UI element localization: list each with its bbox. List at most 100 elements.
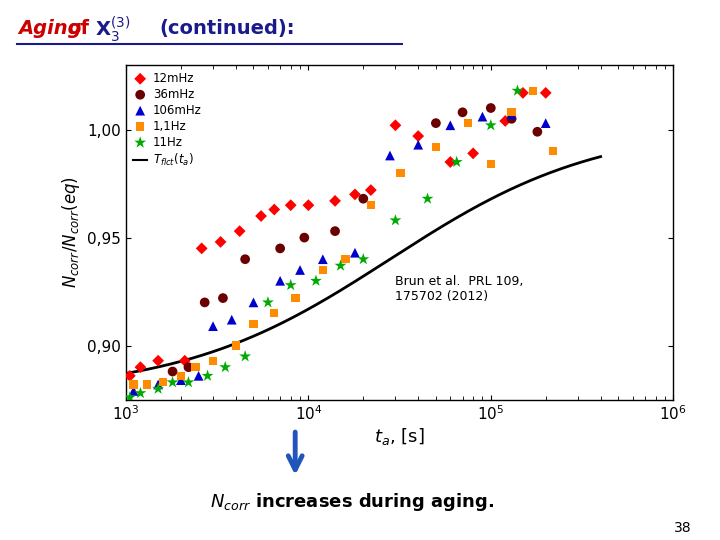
12mHz bbox=[365, 186, 377, 194]
1,1Hz bbox=[317, 266, 328, 274]
11Hz bbox=[390, 216, 401, 225]
12mHz bbox=[196, 244, 207, 253]
11Hz bbox=[112, 397, 123, 406]
106mHz bbox=[153, 380, 164, 389]
106mHz bbox=[274, 276, 286, 285]
11Hz bbox=[422, 194, 433, 203]
12mHz bbox=[153, 356, 164, 365]
1,1Hz bbox=[175, 372, 186, 380]
12mHz bbox=[329, 197, 341, 205]
1,1Hz bbox=[395, 168, 406, 177]
106mHz bbox=[506, 110, 518, 119]
12mHz bbox=[302, 201, 314, 210]
12mHz bbox=[256, 212, 267, 220]
1,1Hz bbox=[485, 160, 497, 168]
11Hz bbox=[135, 389, 146, 397]
11Hz bbox=[239, 352, 251, 361]
Text: Brun et al.  PRL 109,
175702 (2012): Brun et al. PRL 109, 175702 (2012) bbox=[395, 275, 524, 303]
12mHz bbox=[540, 89, 552, 97]
12mHz bbox=[135, 363, 146, 372]
36mHz bbox=[329, 227, 341, 235]
106mHz bbox=[248, 298, 259, 307]
36mHz bbox=[456, 108, 468, 117]
1,1Hz bbox=[289, 294, 301, 302]
36mHz bbox=[167, 367, 179, 376]
Text: $\mathregular{X}_3^{(3)}$: $\mathregular{X}_3^{(3)}$ bbox=[95, 14, 131, 44]
1,1Hz bbox=[127, 380, 139, 389]
1,1Hz bbox=[462, 119, 474, 127]
1,1Hz bbox=[269, 309, 280, 318]
12mHz bbox=[413, 132, 424, 140]
36mHz bbox=[531, 127, 543, 136]
106mHz bbox=[477, 112, 488, 121]
106mHz bbox=[193, 372, 204, 380]
X-axis label: $t_{a}$, [s]: $t_{a}$, [s] bbox=[374, 426, 425, 447]
1,1Hz bbox=[189, 363, 201, 372]
11Hz bbox=[262, 298, 274, 307]
1,1Hz bbox=[365, 201, 377, 210]
36mHz bbox=[485, 104, 497, 112]
11Hz bbox=[512, 86, 523, 95]
106mHz bbox=[413, 140, 424, 149]
1,1Hz bbox=[230, 341, 242, 350]
Text: Aging: Aging bbox=[18, 19, 81, 38]
36mHz bbox=[217, 294, 229, 302]
Text: $N_{corr}$ increases during aging.: $N_{corr}$ increases during aging. bbox=[210, 491, 495, 513]
1,1Hz bbox=[430, 143, 441, 151]
11Hz bbox=[451, 158, 462, 166]
12mHz bbox=[517, 89, 528, 97]
36mHz bbox=[506, 114, 518, 123]
36mHz bbox=[239, 255, 251, 264]
106mHz bbox=[207, 322, 219, 330]
Y-axis label: $N_{corr}/N_{corr}(eq)$: $N_{corr}/N_{corr}(eq)$ bbox=[60, 176, 81, 288]
1,1Hz bbox=[340, 255, 351, 264]
Text: (continued):: (continued): bbox=[159, 19, 294, 38]
12mHz bbox=[234, 227, 246, 235]
36mHz bbox=[199, 298, 210, 307]
106mHz bbox=[127, 387, 139, 395]
12mHz bbox=[444, 158, 456, 166]
12mHz bbox=[390, 121, 401, 130]
106mHz bbox=[384, 151, 396, 160]
36mHz bbox=[358, 194, 369, 203]
Text: 38: 38 bbox=[674, 521, 691, 535]
11Hz bbox=[183, 378, 194, 387]
106mHz bbox=[444, 121, 456, 130]
1,1Hz bbox=[547, 147, 559, 156]
1,1Hz bbox=[207, 356, 219, 365]
106mHz bbox=[349, 248, 361, 257]
36mHz bbox=[430, 119, 441, 127]
11Hz bbox=[124, 393, 135, 402]
106mHz bbox=[540, 119, 552, 127]
106mHz bbox=[317, 255, 328, 264]
12mHz bbox=[349, 190, 361, 199]
11Hz bbox=[310, 276, 322, 285]
12mHz bbox=[124, 372, 135, 380]
11Hz bbox=[220, 363, 231, 372]
36mHz bbox=[274, 244, 286, 253]
36mHz bbox=[299, 233, 310, 242]
1,1Hz bbox=[112, 391, 123, 400]
1,1Hz bbox=[506, 108, 518, 117]
12mHz bbox=[285, 201, 297, 210]
1,1Hz bbox=[248, 320, 259, 328]
11Hz bbox=[358, 255, 369, 264]
36mHz bbox=[183, 363, 194, 372]
11Hz bbox=[167, 378, 179, 387]
Text: of: of bbox=[67, 19, 89, 38]
11Hz bbox=[153, 384, 164, 393]
12mHz bbox=[215, 238, 226, 246]
12mHz bbox=[269, 205, 280, 214]
12mHz bbox=[500, 117, 511, 125]
11Hz bbox=[335, 261, 346, 270]
12mHz bbox=[179, 356, 191, 365]
106mHz bbox=[175, 376, 186, 384]
11Hz bbox=[485, 121, 497, 130]
1,1Hz bbox=[527, 86, 539, 95]
Legend: 12mHz, 36mHz, 106mHz, 1,1Hz, 11Hz, $T_{flct}(t_a)$: 12mHz, 36mHz, 106mHz, 1,1Hz, 11Hz, $T_{f… bbox=[131, 70, 204, 170]
106mHz bbox=[226, 315, 238, 324]
11Hz bbox=[202, 372, 213, 380]
11Hz bbox=[285, 281, 297, 289]
1,1Hz bbox=[141, 380, 153, 389]
12mHz bbox=[467, 149, 479, 158]
